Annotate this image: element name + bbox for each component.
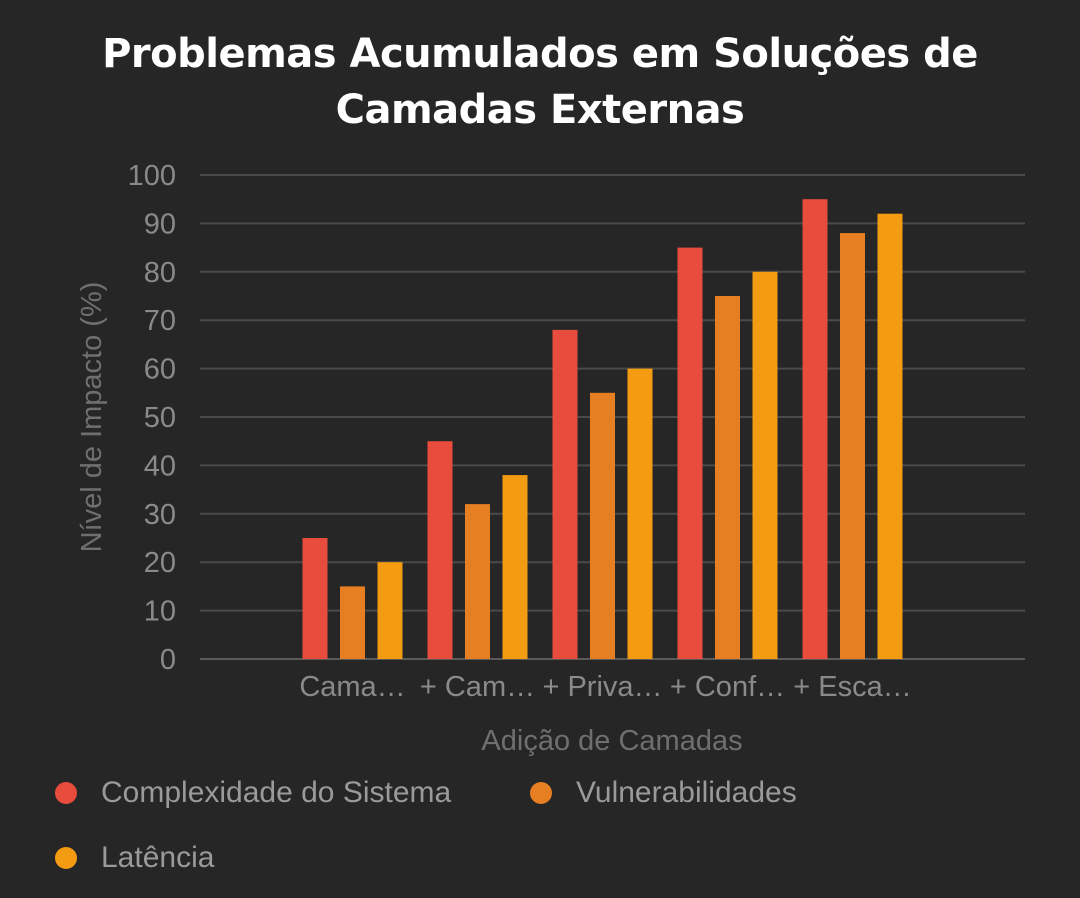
bar-vulnerabilidades-3[interactable] [715,296,740,659]
bar-lat-ncia-2[interactable] [627,368,653,659]
legend-marker-latencia [55,847,77,869]
bar-vulnerabilidades-1[interactable] [465,504,490,659]
legend-item-complexidade[interactable]: Complexidade do Sistema [55,776,451,810]
bar-vulnerabilidades-4[interactable] [840,233,865,659]
y-tick-label: 40 [144,450,176,482]
x-tick-label: + Priva… [542,671,662,703]
y-tick-label: 100 [128,160,176,192]
bar-complexidade-do-sistema-2[interactable] [552,329,578,659]
y-tick-label: 10 [144,596,176,628]
bar-complexidade-do-sistema-0[interactable] [302,538,328,659]
x-tick-label: + Conf… [670,671,785,703]
bar-lat-ncia-3[interactable] [752,271,778,659]
x-axis-title: Adição de Camadas [481,725,742,757]
y-tick-label: 30 [144,499,176,531]
bars [302,199,903,659]
legend-item-vulnerabilidades[interactable]: Vulnerabilidades [530,776,797,810]
legend-label-complexidade: Complexidade do Sistema [101,776,452,809]
y-tick-label: 90 [144,208,176,240]
bar-complexidade-do-sistema-1[interactable] [427,441,453,659]
bar-complexidade-do-sistema-3[interactable] [677,247,703,659]
legend-marker-vulnerabilidades [530,782,552,804]
legend-item-latencia[interactable]: Latência [55,841,214,875]
bar-lat-ncia-4[interactable] [877,213,903,659]
chart-title: Problemas Acumulados em Soluções de Cama… [102,31,978,133]
bar-lat-ncia-0[interactable] [377,562,403,659]
legend-marker-complexidade [55,782,77,804]
y-tick-label: 0 [160,644,176,676]
legend-label-vulnerabilidades: Vulnerabilidades [576,776,797,809]
y-tick-label: 70 [144,305,176,337]
y-tick-label: 60 [144,354,176,386]
bar-vulnerabilidades-2[interactable] [590,392,615,659]
legend-label-latencia: Latência [101,841,215,874]
y-tick-label: 50 [144,402,176,434]
bar-vulnerabilidades-0[interactable] [340,586,365,659]
y-axis-title: Nível de Impacto (%) [76,282,108,553]
x-tick-label: + Cam… [420,671,535,703]
x-tick-label: Cama… [299,671,405,703]
y-axis-ticks: 0 10 20 30 40 50 60 70 80 90 100 [128,160,176,676]
y-tick-label: 80 [144,257,176,289]
bar-complexidade-do-sistema-4[interactable] [802,199,828,659]
bar-lat-ncia-1[interactable] [502,475,528,659]
y-tick-label: 20 [144,547,176,579]
x-tick-label: + Esca… [793,671,911,703]
x-axis-ticks: Cama… + Cam… + Priva… + Conf… + Esca… [299,671,911,703]
